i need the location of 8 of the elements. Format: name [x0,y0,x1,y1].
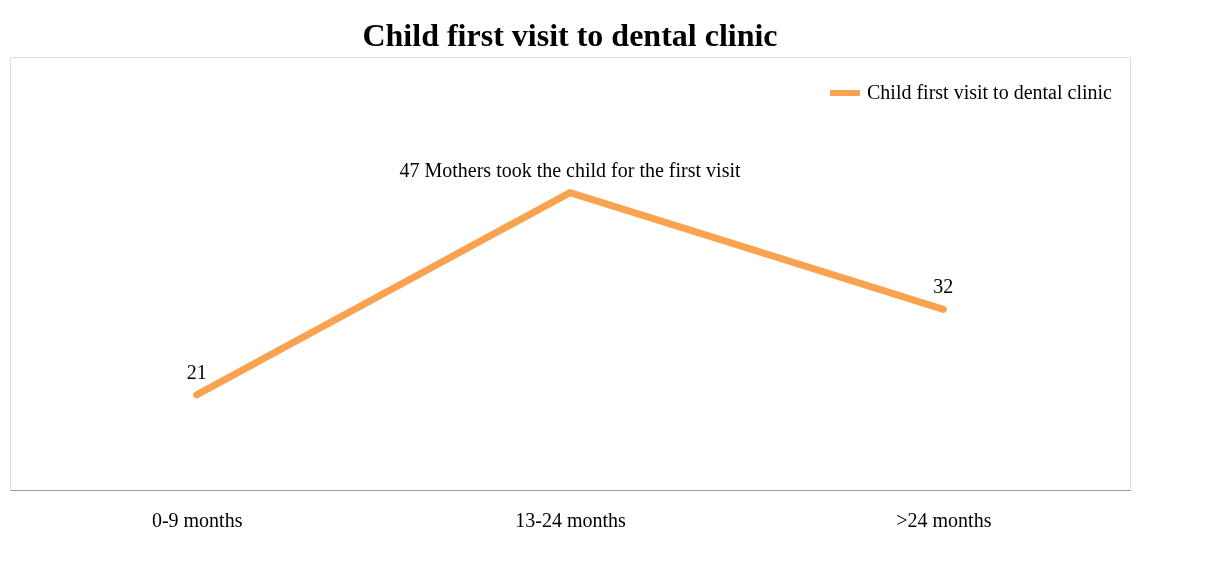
x-tick-label: 0-9 months [151,508,243,531]
data-label: 32 [933,275,954,298]
data-label: 47 Mothers took the child for the first visit [399,158,741,181]
x-tick-label: 13-24 months [515,508,626,531]
chart-title: Child first visit to dental clinic [362,17,778,53]
legend-label: Child first visit to dental clinic [867,81,1113,103]
data-label: 21 [186,360,207,383]
x-tick-label: >24 months [896,508,992,531]
